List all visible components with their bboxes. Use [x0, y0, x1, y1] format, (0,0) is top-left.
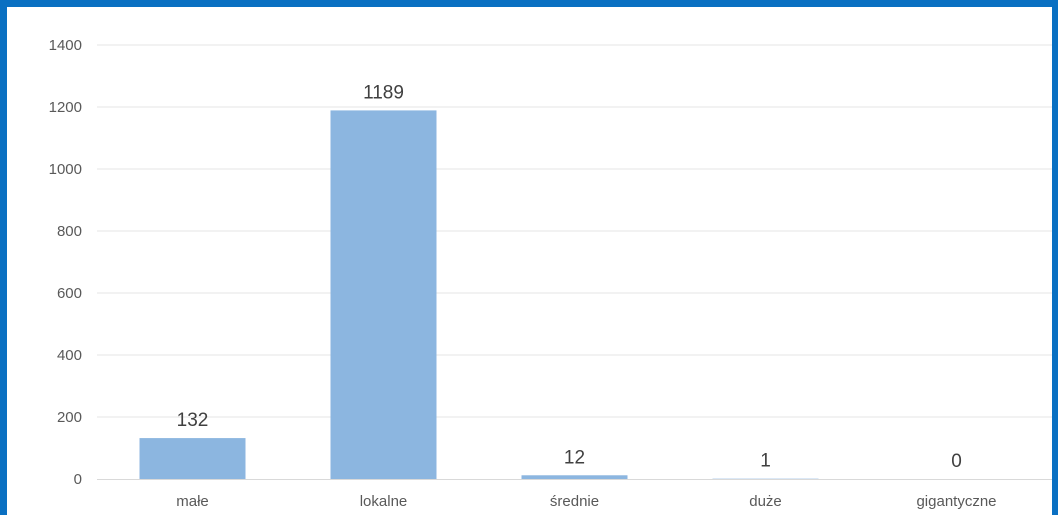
- y-tick-label: 400: [57, 347, 82, 364]
- gridlines: [97, 45, 1052, 417]
- y-tick-label: 1400: [49, 37, 82, 54]
- category-label-3: duże: [749, 493, 782, 510]
- category-label-0: małe: [176, 493, 209, 510]
- data-label-1: 1189: [363, 82, 404, 103]
- data-label-4: 0: [951, 451, 962, 472]
- category-label-2: średnie: [550, 493, 599, 510]
- bar-chart: 0 200 400 600 800 1000 1200 1400 132 1189 12 1 0 ma…: [7, 7, 1058, 522]
- y-tick-label: 200: [57, 409, 82, 426]
- bar-0: [139, 438, 245, 479]
- category-label-4: gigantyczne: [916, 493, 996, 510]
- data-label-2: 12: [564, 447, 585, 468]
- category-label-1: lokalne: [360, 493, 408, 510]
- y-tick-label: 600: [57, 285, 82, 302]
- data-label-0: 132: [177, 410, 209, 431]
- y-tick-label: 1200: [49, 99, 82, 116]
- bar-2: [521, 475, 627, 479]
- bar-1: [330, 110, 436, 479]
- y-tick-label: 800: [57, 223, 82, 240]
- y-axis-ticks: 0 200 400 600 800 1000 1200 1400: [49, 37, 82, 488]
- y-tick-label: 0: [74, 471, 82, 488]
- data-labels: 132 1189 12 1 0: [177, 82, 962, 472]
- data-label-3: 1: [760, 451, 771, 472]
- y-tick-label: 1000: [49, 161, 82, 178]
- bars: [139, 110, 818, 479]
- category-labels: małe lokalne średnie duże gigantyczne: [176, 493, 996, 510]
